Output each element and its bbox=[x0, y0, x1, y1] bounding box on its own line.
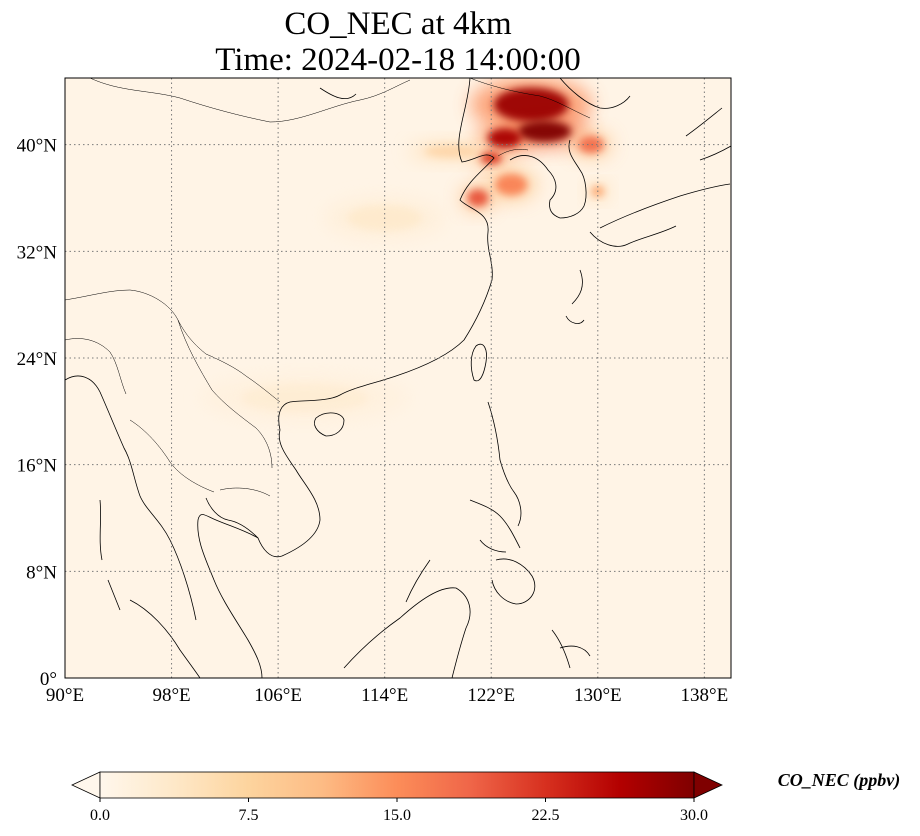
north-china-streak bbox=[424, 144, 478, 158]
china-south-border bbox=[65, 289, 281, 403]
baikal-coastline bbox=[319, 87, 357, 100]
taiwan-coastline bbox=[470, 343, 487, 382]
colorbar-tick-label: 0.0 bbox=[90, 807, 110, 824]
map-frame bbox=[64, 77, 732, 679]
latitude-tick-labels: 0° 8°N 16°N 24°N 32°N 40°N bbox=[17, 136, 58, 690]
sulawesi-coastline bbox=[551, 629, 591, 669]
longitude-tick-label: 106°E bbox=[254, 685, 302, 706]
shandong-plume bbox=[467, 189, 489, 207]
colorbar-tick-label: 15.0 bbox=[383, 807, 411, 824]
longitude-tick-labels: 90°E 98°E 106°E 114°E 122°E 130°E 138°E bbox=[46, 685, 728, 706]
latitude-tick-label: 24°N bbox=[17, 349, 58, 370]
russia-coastline bbox=[559, 78, 631, 109]
bohai-plume bbox=[480, 151, 502, 165]
myanmar-coastline bbox=[65, 375, 197, 621]
longitude-tick-label: 98°E bbox=[152, 685, 190, 706]
latitude-tick-label: 8°N bbox=[26, 562, 57, 583]
hainan-coastline bbox=[314, 412, 345, 437]
northeast-china-plume bbox=[493, 87, 569, 122]
latitude-tick-label: 0° bbox=[40, 669, 57, 690]
map-title-line-1: CO_NEC at 4km bbox=[284, 6, 512, 42]
russia-china-border bbox=[469, 78, 591, 119]
yellow-sea-plume bbox=[495, 174, 528, 196]
cambodia-border bbox=[219, 487, 271, 497]
concentration-field bbox=[65, 78, 731, 678]
coastlines bbox=[65, 78, 731, 678]
korea-coastline bbox=[509, 139, 587, 219]
india-border bbox=[65, 338, 127, 395]
laos-border bbox=[177, 319, 273, 469]
longitude-tick-label: 90°E bbox=[46, 685, 84, 706]
colorbar-tick-label: 7.5 bbox=[239, 807, 259, 824]
andaman-coastline bbox=[99, 499, 121, 611]
indochina-coastline bbox=[197, 429, 321, 678]
thailand-border bbox=[129, 419, 215, 493]
map-title-line-2: Time: 2024-02-18 14:00:00 bbox=[215, 42, 581, 78]
gulf-of-thailand-coastline bbox=[205, 497, 259, 539]
colorbar-tick-label: 30.0 bbox=[680, 807, 708, 824]
mongolia-border bbox=[89, 78, 411, 123]
latitude-tick-label: 32°N bbox=[17, 242, 58, 263]
longitude-tick-label: 130°E bbox=[574, 685, 622, 706]
china-coastline bbox=[278, 78, 495, 431]
country-borders bbox=[65, 78, 591, 497]
south-china-haze bbox=[240, 383, 369, 413]
colorbar-gradient bbox=[99, 771, 695, 799]
palawan-coastline bbox=[405, 559, 431, 603]
latitude-tick-label: 40°N bbox=[17, 136, 58, 157]
longitude-tick-label: 122°E bbox=[467, 685, 515, 706]
korea-border bbox=[497, 149, 529, 157]
liaoning-plume bbox=[487, 128, 522, 148]
japan-north-coastline bbox=[685, 107, 731, 161]
colorbar-label: CO_NEC (ppbv) bbox=[778, 770, 901, 791]
sumatra-coastline bbox=[129, 599, 201, 678]
japan-coastline bbox=[565, 183, 731, 324]
borneo-coastline bbox=[343, 587, 471, 678]
colorbar-extend-min bbox=[71, 771, 101, 799]
latitude-tick-label: 16°N bbox=[17, 456, 58, 477]
colorbar-extend-max bbox=[693, 771, 723, 799]
korea-east-plume bbox=[578, 136, 604, 154]
colorbar: 0.0 7.5 15.0 22.5 30.0 CO_NEC (ppbv) bbox=[71, 770, 901, 824]
longitude-tick-label: 114°E bbox=[361, 685, 408, 706]
korea-north-plume bbox=[517, 120, 572, 142]
visayas-coastline bbox=[469, 499, 521, 553]
colorbar-tick-label: 22.5 bbox=[532, 807, 560, 824]
mindanao-coastline bbox=[491, 558, 536, 605]
longitude-tick-label: 138°E bbox=[681, 685, 729, 706]
luzon-coastline bbox=[487, 401, 522, 527]
map-background bbox=[65, 78, 731, 678]
